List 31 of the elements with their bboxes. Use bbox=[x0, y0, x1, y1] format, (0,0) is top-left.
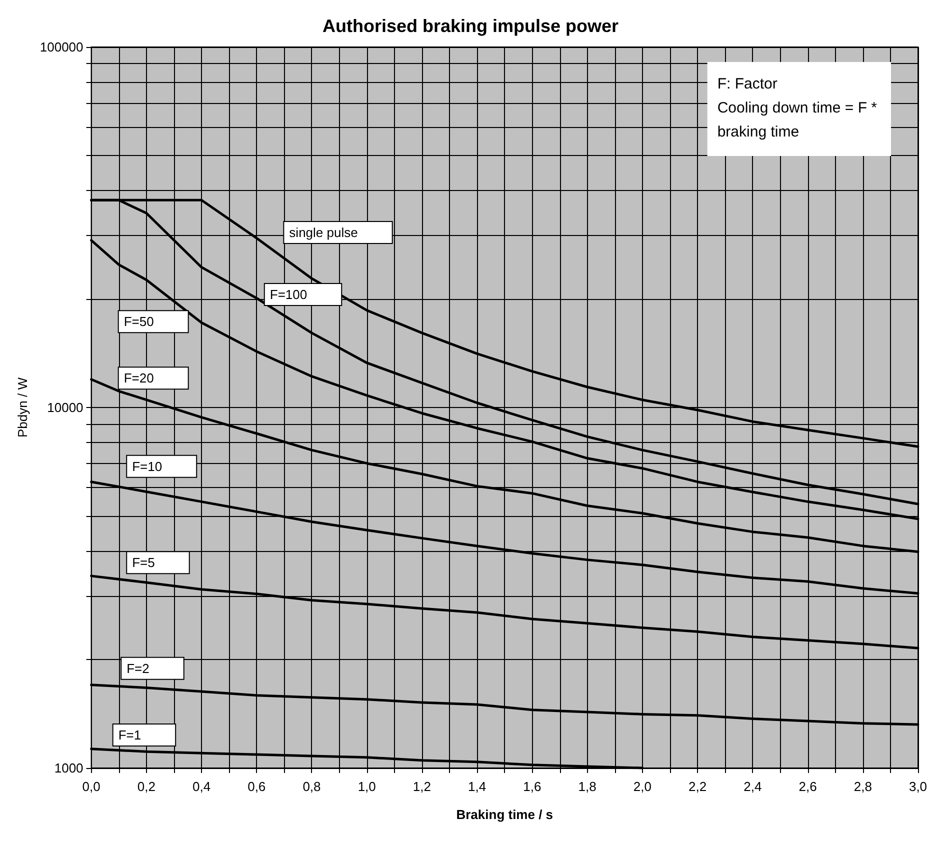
x-tick-label: 2,6 bbox=[798, 779, 817, 794]
y-tick-label: 1000 bbox=[54, 760, 84, 776]
x-tick-label: 2,2 bbox=[688, 779, 707, 794]
x-tick-label: 0,4 bbox=[192, 779, 211, 794]
x-tick-label: 1,2 bbox=[412, 779, 432, 794]
series-label: F=100 bbox=[270, 287, 308, 302]
chart-title: Authorised braking impulse power bbox=[322, 16, 619, 36]
x-tick-label: 0,0 bbox=[82, 779, 100, 794]
x-tick-label: 2,8 bbox=[854, 779, 872, 794]
y-tick-label: 10000 bbox=[47, 400, 84, 415]
series-label: F=1 bbox=[118, 728, 142, 743]
x-tick-label: 2,4 bbox=[744, 779, 762, 794]
x-tick-label: 0,6 bbox=[248, 779, 266, 794]
x-axis-title: Braking time / s bbox=[456, 807, 554, 822]
series-label: F=2 bbox=[126, 660, 150, 676]
x-tick-label: 0,2 bbox=[137, 779, 156, 794]
x-tick-label: 1,4 bbox=[468, 779, 486, 794]
x-tick-label: 3,0 bbox=[908, 779, 928, 794]
x-tick-label: 1,0 bbox=[358, 779, 376, 794]
series-label: F=5 bbox=[132, 555, 155, 570]
series-label: F=20 bbox=[124, 370, 154, 386]
x-tick-label: 0,8 bbox=[302, 779, 321, 794]
x-tick-label: 1,8 bbox=[578, 779, 596, 794]
annotation: F: Factor Cooling down time = F * braking time bbox=[717, 76, 878, 140]
series-label: single pulse bbox=[289, 225, 358, 240]
series-label: F=50 bbox=[124, 314, 154, 330]
y-tick-label: 100000 bbox=[40, 40, 84, 54]
x-tick-label: 2,0 bbox=[633, 779, 652, 794]
x-tick-label: 1,6 bbox=[523, 779, 542, 794]
series-label: F=10 bbox=[132, 458, 162, 474]
y-axis-title: Pbdyn / W bbox=[15, 376, 30, 438]
